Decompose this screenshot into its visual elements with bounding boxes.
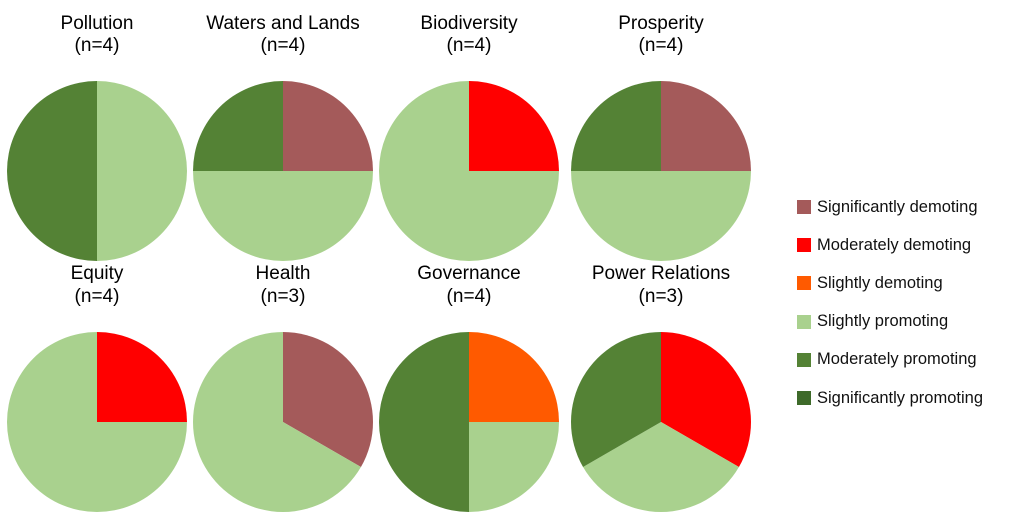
pie-health: Health(n=3) xyxy=(192,263,373,512)
legend-label: Slightly demoting xyxy=(817,273,943,292)
pie-title: Biodiversity xyxy=(420,13,518,34)
pie-slice-moderately-promoting xyxy=(193,81,283,171)
pie-pollution: Pollution(n=4) xyxy=(7,13,187,261)
pie-n-label: (n=4) xyxy=(639,35,684,56)
legend-item-moderately-promoting: Moderately promoting xyxy=(797,341,983,379)
legend-item-significantly-demoting: Significantly demoting xyxy=(797,188,983,226)
pie-slice-moderately-promoting xyxy=(571,81,661,171)
pie-slice-slightly-demoting xyxy=(469,332,559,422)
pie-title: Pollution xyxy=(61,13,134,34)
pie-slice-slightly-promoting xyxy=(469,422,559,512)
pie-equity: Equity(n=4) xyxy=(7,263,187,512)
legend-swatch xyxy=(797,200,811,215)
pie-n-label: (n=3) xyxy=(261,286,306,307)
pie-n-label: (n=4) xyxy=(447,35,492,56)
pie-waters-and-lands: Waters and Lands(n=4) xyxy=(193,13,373,261)
pie-title: Prosperity xyxy=(618,13,704,34)
pie-biodiversity: Biodiversity(n=4) xyxy=(379,13,559,261)
pie-slice-moderately-demoting xyxy=(469,81,559,171)
legend-label: Moderately demoting xyxy=(817,235,972,254)
pie-title: Power Relations xyxy=(592,263,730,284)
pie-n-label: (n=4) xyxy=(447,286,492,307)
legend-label: Significantly demoting xyxy=(817,197,978,216)
pie-n-label: (n=4) xyxy=(75,35,120,56)
pie-n-label: (n=4) xyxy=(261,35,306,56)
pie-slice-slightly-promoting xyxy=(192,332,361,512)
pie-prosperity: Prosperity(n=4) xyxy=(571,13,751,261)
legend-label: Significantly promoting xyxy=(817,388,983,407)
pie-n-label: (n=3) xyxy=(639,286,684,307)
pie-n-label: (n=4) xyxy=(75,286,120,307)
pie-slice-moderately-demoting xyxy=(97,332,187,422)
pie-slice-slightly-promoting xyxy=(7,332,187,512)
pie-slice-significantly-demoting xyxy=(661,81,751,171)
pie-slice-moderately-demoting xyxy=(661,332,751,467)
legend-label: Moderately promoting xyxy=(817,350,977,369)
pie-slice-slightly-promoting xyxy=(571,171,751,261)
legend-swatch xyxy=(797,276,811,291)
legend-item-significantly-promoting: Significantly promoting xyxy=(797,379,983,417)
legend-item-slightly-demoting: Slightly demoting xyxy=(797,264,983,302)
pie-slice-moderately-promoting xyxy=(7,81,97,261)
pie-power-relations: Power Relations(n=3) xyxy=(571,263,751,512)
pie-title: Governance xyxy=(417,263,521,284)
pie-governance: Governance(n=4) xyxy=(379,263,559,512)
pie-slice-moderately-promoting xyxy=(571,332,661,467)
legend-swatch xyxy=(797,352,811,367)
pie-slice-slightly-promoting xyxy=(379,81,559,261)
pie-slice-significantly-demoting xyxy=(283,81,373,171)
legend-item-slightly-promoting: Slightly promoting xyxy=(797,303,983,341)
legend-swatch xyxy=(797,238,811,253)
pie-charts: Pollution(n=4)Waters and Lands(n=4)Biodi… xyxy=(7,13,751,512)
pie-title: Equity xyxy=(71,263,124,284)
pie-slice-significantly-demoting xyxy=(283,332,373,467)
pie-title: Health xyxy=(256,263,311,284)
legend-swatch xyxy=(797,391,811,406)
legend-label: Slightly promoting xyxy=(817,312,949,331)
legend-swatch xyxy=(797,314,811,329)
legend: Significantly demoting Moderately demoti… xyxy=(797,188,983,417)
pie-slice-slightly-promoting xyxy=(97,81,187,261)
legend-item-moderately-demoting: Moderately demoting xyxy=(797,226,983,264)
pie-title: Waters and Lands xyxy=(206,13,360,34)
pie-slice-slightly-promoting xyxy=(193,171,373,261)
pie-slice-moderately-promoting xyxy=(379,332,469,512)
